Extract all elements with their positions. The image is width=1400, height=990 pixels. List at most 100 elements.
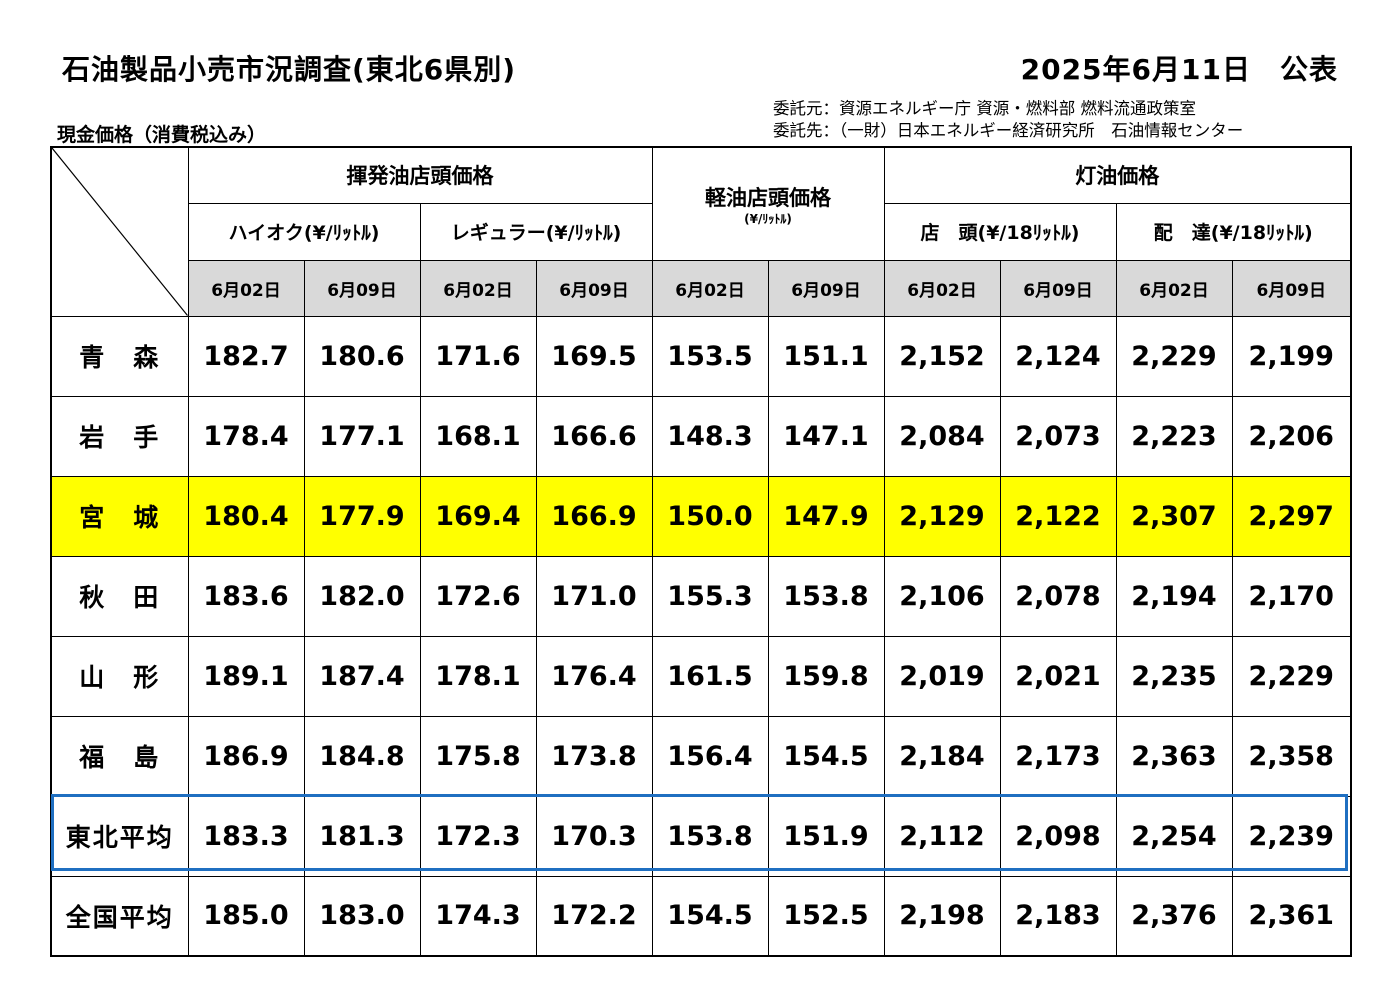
region-label: 青 森 [50,315,189,397]
price-cell: 168.1 [419,395,537,477]
price-cell: 189.1 [187,635,305,717]
date-header: 6月09日 [767,259,885,317]
price-cell: 175.8 [419,715,537,797]
diesel-unit: (¥/ﾘｯﾄﾙ) [744,211,792,226]
price-cell: 2,223 [1115,395,1233,477]
commission-info: 委託元：資源エネルギー庁 資源・燃料部 燃料流通政策室 委託先：（一財）日本エネ… [773,98,1243,142]
date-header: 6月02日 [883,259,1001,317]
price-cell: 153.5 [651,315,769,397]
price-cell: 2,235 [1115,635,1233,717]
price-cell: 159.8 [767,635,885,717]
date-header: 6月02日 [1115,259,1233,317]
price-cell: 2,152 [883,315,1001,397]
page-title: 石油製品小売市況調査(東北6県別) [62,53,517,86]
price-cell: 2,124 [999,315,1117,397]
price-cell: 152.5 [767,875,885,957]
price-cell: 183.3 [187,795,305,877]
table-row: 青 森 182.7 180.6 171.6 169.5 153.5 151.1 2,152 2,… [50,315,1352,397]
price-cell: 2,183 [999,875,1117,957]
price-basis-label: 現金価格（消費税込み） [57,124,267,146]
price-cell: 183.0 [303,875,421,957]
price-cell: 154.5 [651,875,769,957]
region-label: 山 形 [50,635,189,717]
table-row: 東北平均 183.3 181.3 172.3 170.3 153.8 151.9 2,112 2… [50,795,1352,877]
price-cell: 166.6 [535,395,653,477]
price-cell: 2,199 [1231,315,1352,397]
price-cell: 153.8 [651,795,769,877]
high-octane-header: ハイオク(¥/ﾘｯﾄﾙ) [187,202,421,261]
price-cell: 2,198 [883,875,1001,957]
price-cell: 174.3 [419,875,537,957]
table-row: 宮 城 180.4 177.9 169.4 166.9 150.0 147.9 2,129 2,… [50,475,1352,557]
price-cell: 155.3 [651,555,769,637]
price-cell: 2,358 [1231,715,1352,797]
kerosene-delivery-header: 配 達(¥/18ﾘｯﾄﾙ) [1115,202,1352,261]
commission-to: 委託先：（一財）日本エネルギー経済研究所 石油情報センター [773,121,1244,140]
table-row: 全国平均 185.0 183.0 174.3 172.2 154.5 152.5 2,198 2… [50,875,1352,957]
corner-cell [50,146,189,317]
price-cell: 2,184 [883,715,1001,797]
kerosene-store-header: 店 頭(¥/18ﾘｯﾄﾙ) [883,202,1117,261]
price-cell: 173.8 [535,715,653,797]
price-cell: 161.5 [651,635,769,717]
region-label: 岩 手 [50,395,189,477]
price-cell: 147.9 [767,475,885,557]
price-cell: 2,019 [883,635,1001,717]
price-cell: 181.3 [303,795,421,877]
price-cell: 172.6 [419,555,537,637]
price-cell: 177.1 [303,395,421,477]
price-cell: 153.8 [767,555,885,637]
table-row: 秋 田 183.6 182.0 172.6 171.0 155.3 153.8 2,106 2,… [50,555,1352,637]
price-cell: 2,376 [1115,875,1233,957]
price-cell: 2,297 [1231,475,1352,557]
price-cell: 166.9 [535,475,653,557]
price-cell: 180.4 [187,475,305,557]
date-header: 6月02日 [187,259,305,317]
price-cell: 172.3 [419,795,537,877]
diesel-title: 軽油店頭価格 [705,185,831,210]
date-header: 6月09日 [1231,259,1352,317]
price-cell: 170.3 [535,795,653,877]
price-cell: 2,073 [999,395,1117,477]
price-cell: 185.0 [187,875,305,957]
price-cell: 182.0 [303,555,421,637]
price-table: 揮発油店頭価格 軽油店頭価格 (¥/ﾘｯﾄﾙ) 灯油価格 ハイオク(¥/ﾘｯﾄﾙ… [50,146,1352,957]
commission-from: 委託元：資源エネルギー庁 資源・燃料部 燃料流通政策室 [773,99,1196,118]
price-cell: 2,122 [999,475,1117,557]
price-cell: 151.9 [767,795,885,877]
price-cell: 178.4 [187,395,305,477]
price-cell: 2,229 [1231,635,1352,717]
price-cell: 2,254 [1115,795,1233,877]
region-label: 東北平均 [50,795,189,877]
price-cell: 2,173 [999,715,1117,797]
date-header: 6月09日 [535,259,653,317]
price-cell: 2,084 [883,395,1001,477]
price-cell: 186.9 [187,715,305,797]
price-cell: 150.0 [651,475,769,557]
price-cell: 2,106 [883,555,1001,637]
regular-header: レギュラー(¥/ﾘｯﾄﾙ) [419,202,653,261]
price-cell: 2,078 [999,555,1117,637]
price-cell: 177.9 [303,475,421,557]
date-header: 6月02日 [419,259,537,317]
price-cell: 171.0 [535,555,653,637]
date-header: 6月02日 [651,259,769,317]
region-label: 福 島 [50,715,189,797]
price-cell: 2,129 [883,475,1001,557]
table-row: 山 形 189.1 187.4 178.1 176.4 161.5 159.8 2,019 2,… [50,635,1352,717]
price-cell: 2,239 [1231,795,1352,877]
price-cell: 171.6 [419,315,537,397]
kerosene-header: 灯油価格 [883,146,1352,204]
price-cell: 2,307 [1115,475,1233,557]
price-cell: 154.5 [767,715,885,797]
table-row: 福 島 186.9 184.8 175.8 173.8 156.4 154.5 2,184 2,… [50,715,1352,797]
diagonal-line [52,148,188,316]
price-cell: 2,112 [883,795,1001,877]
gasoline-header: 揮発油店頭価格 [187,146,653,204]
price-cell: 2,229 [1115,315,1233,397]
price-cell: 169.5 [535,315,653,397]
price-cell: 156.4 [651,715,769,797]
date-header: 6月09日 [303,259,421,317]
diesel-header: 軽油店頭価格 (¥/ﾘｯﾄﾙ) [651,146,885,261]
price-cell: 184.8 [303,715,421,797]
